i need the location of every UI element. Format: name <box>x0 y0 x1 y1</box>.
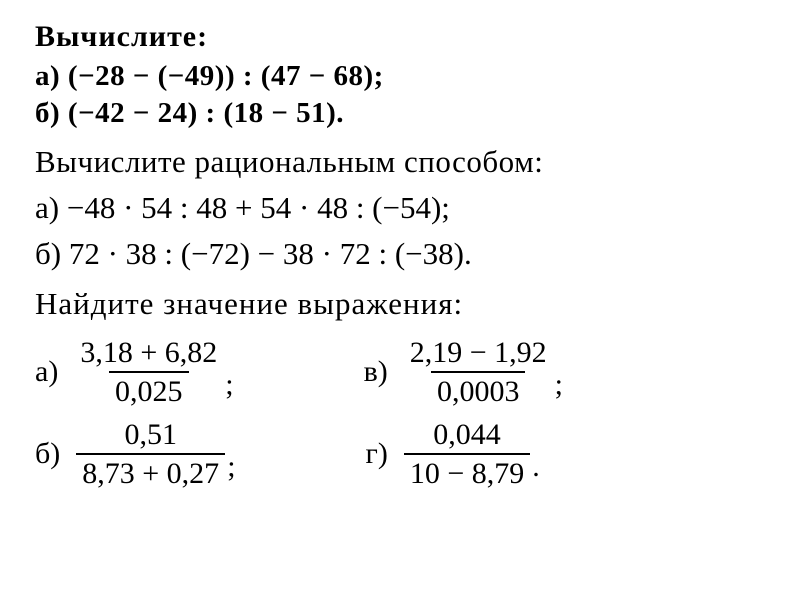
section-1-item-a: а) (−28 − (−49)) : (47 − 68); <box>35 60 765 93</box>
item-label: г) <box>366 437 388 471</box>
section-1: Вычислите: а) (−28 − (−49)) : (47 − 68);… <box>35 20 765 130</box>
fraction: 0,51 8,73 + 0,27 <box>76 418 225 490</box>
item-label: б) <box>35 236 61 271</box>
item-expr: 72 · 38 : (−72) − 38 · 72 : (−38). <box>69 236 472 271</box>
section-3-row-1: а) 3,18 + 6,82 0,025 ; в) 2,19 − 1,92 0,… <box>35 336 765 408</box>
section-1-item-b: б) (−42 − 24) : (18 − 51). <box>35 97 765 130</box>
numerator: 3,18 + 6,82 <box>74 336 223 371</box>
item-expr: (−28 − (−49)) : (47 − 68); <box>68 60 384 92</box>
section-3-heading: Найдите значение выражения: <box>35 286 765 322</box>
numerator: 2,19 − 1,92 <box>404 336 553 371</box>
section-2: Вычислите рациональным способом: а) −48 … <box>35 144 765 272</box>
fraction: 3,18 + 6,82 0,025 <box>74 336 223 408</box>
suffix: ; <box>225 368 233 402</box>
denominator: 0,0003 <box>431 371 526 408</box>
item-label: а) <box>35 190 59 225</box>
denominator: 8,73 + 0,27 <box>76 453 225 490</box>
suffix: ; <box>227 450 235 484</box>
section-3-item-g: г) 0,044 10 − 8,79 . <box>366 418 540 490</box>
item-label: а) <box>35 355 58 389</box>
fraction: 0,044 10 − 8,79 <box>404 418 530 490</box>
item-expr: (−42 − 24) : (18 − 51). <box>68 97 344 129</box>
item-expr: −48 · 54 : 48 + 54 · 48 : (−54); <box>67 190 450 225</box>
numerator: 0,51 <box>118 418 183 453</box>
section-3: Найдите значение выражения: а) 3,18 + 6,… <box>35 286 765 490</box>
section-2-item-a: а) −48 · 54 : 48 + 54 · 48 : (−54); <box>35 190 765 226</box>
numerator: 0,044 <box>427 418 507 453</box>
item-label: в) <box>364 355 388 389</box>
section-1-heading: Вычислите: <box>35 20 765 54</box>
section-3-item-v: в) 2,19 − 1,92 0,0003 ; <box>364 336 563 408</box>
denominator: 0,025 <box>109 371 189 408</box>
section-2-item-b: б) 72 · 38 : (−72) − 38 · 72 : (−38). <box>35 236 765 272</box>
section-2-heading: Вычислите рациональным способом: <box>35 144 765 180</box>
suffix: ; <box>555 368 563 402</box>
section-3-item-b: б) 0,51 8,73 + 0,27 ; <box>35 418 236 490</box>
suffix: . <box>532 450 540 484</box>
section-3-row-2: б) 0,51 8,73 + 0,27 ; г) 0,044 10 − 8,79… <box>35 418 765 490</box>
item-label: б) <box>35 97 60 129</box>
denominator: 10 − 8,79 <box>404 453 530 490</box>
item-label: а) <box>35 60 60 92</box>
section-3-item-a: а) 3,18 + 6,82 0,025 ; <box>35 336 234 408</box>
fraction: 2,19 − 1,92 0,0003 <box>404 336 553 408</box>
item-label: б) <box>35 437 60 471</box>
